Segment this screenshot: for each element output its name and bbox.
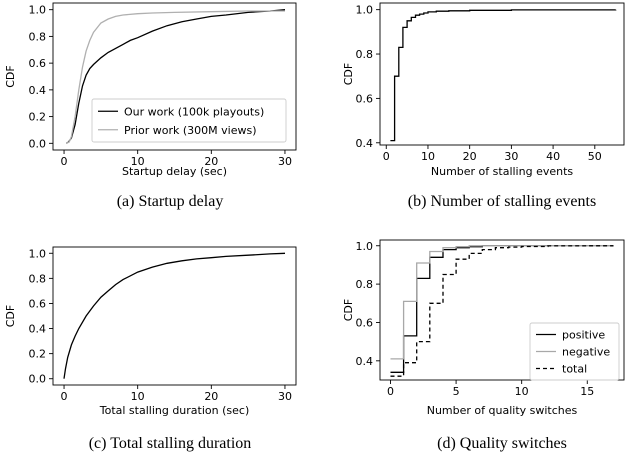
x-tick-label: 40: [546, 150, 560, 163]
legend-label: Prior work (300M views): [124, 124, 257, 137]
y-tick-label: 0.0: [29, 373, 47, 386]
x-tick-label: 15: [580, 385, 594, 398]
x-tick-label: 10: [131, 155, 145, 168]
y-tick-label: 0.6: [356, 316, 374, 329]
x-tick-label: 30: [278, 155, 292, 168]
x-tick-label: 50: [588, 150, 602, 163]
y-tick-label: 1.0: [29, 247, 47, 260]
y-tick-label: 1.0: [356, 240, 374, 253]
x-tick-label: 20: [463, 150, 477, 163]
x-tick-label: 0: [61, 390, 68, 403]
y-tick-label: 1.0: [356, 4, 374, 17]
y-tick-label: 0.4: [356, 355, 374, 368]
series-line-total: [390, 245, 614, 377]
y-tick-label: 0.8: [29, 272, 47, 285]
x-tick-label: 20: [204, 390, 218, 403]
chart-panel-3: 0 5 10 15 0.4 0.6 0.8 1.0 Number of quality swit…: [342, 239, 625, 452]
y-tick-label: 0.8: [29, 30, 47, 43]
x-axis-label: Number of stalling events: [431, 165, 574, 178]
legend-label: positive: [562, 329, 605, 342]
x-tick-label: 30: [278, 390, 292, 403]
y-tick-label: 0.6: [29, 57, 47, 70]
subfigure-caption: (b) Number of stalling events: [408, 193, 596, 210]
y-axis-label: CDF: [4, 65, 17, 87]
y-tick-label: 0.4: [29, 323, 47, 336]
legend-box: [529, 322, 620, 381]
y-tick-label: 0.2: [29, 111, 47, 124]
chart-panel-2: 0 10 20 30 0.0 0.2 0.4 0.6 0.8 1.0 Total stalling …: [4, 246, 297, 452]
subfigure-caption: (c) Total stalling duration: [89, 435, 252, 452]
y-tick-label: 0.2: [29, 348, 47, 361]
series-line-our: [65, 9, 286, 144]
y-axis-label: CDF: [342, 299, 355, 321]
x-tick-label: 30: [504, 150, 518, 163]
chart-panel-1: 0 10 20 30 40 50 0.4 0.6 0.8 1.0 Number of stallin…: [342, 2, 625, 210]
series-line-negative: [390, 245, 614, 360]
x-tick-label: 0: [61, 155, 68, 168]
y-tick-label: 0.4: [356, 137, 374, 150]
series-line-prior: [66, 10, 285, 144]
x-tick-label: 20: [204, 155, 218, 168]
x-tick-label: 10: [131, 390, 145, 403]
legend-label: total: [562, 363, 587, 376]
y-tick-label: 0.8: [356, 48, 374, 61]
x-tick-label: 0: [387, 385, 394, 398]
legend-label: Our work (100k playouts): [124, 105, 264, 118]
series-line-0: [63, 252, 286, 379]
y-tick-label: 1.0: [29, 4, 47, 17]
axes-frame: [379, 2, 625, 146]
series-line-0: [390, 9, 617, 142]
y-tick-label: 0.6: [356, 92, 374, 105]
x-tick-label: 5: [453, 385, 460, 398]
axes-frame: [379, 239, 625, 381]
y-axis-label: CDF: [4, 305, 17, 327]
x-tick-label: 0: [383, 150, 390, 163]
subfigure-caption: (d) Quality switches: [437, 435, 567, 452]
y-tick-label: 0.0: [29, 137, 47, 150]
legend-box: [91, 98, 287, 143]
legend: positive negative total: [529, 322, 620, 381]
x-tick-label: 10: [421, 150, 435, 163]
axes-frame: [52, 2, 297, 151]
x-axis-label: Number of quality switches: [427, 404, 578, 417]
legend: Our work (100k playouts) Prior work (300M…: [91, 98, 287, 143]
subfigure-caption: (a) Startup delay: [117, 193, 224, 210]
y-tick-label: 0.8: [356, 278, 374, 291]
x-tick-label: 10: [515, 385, 529, 398]
legend-label: negative: [562, 346, 610, 359]
y-tick-label: 0.6: [29, 297, 47, 310]
y-tick-label: 0.4: [29, 84, 47, 97]
axes-frame: [52, 246, 297, 386]
chart-panel-0: 0 10 20 30 0.0 0.2 0.4 0.6 0.8 1.0 Startup delay (…: [4, 2, 297, 210]
x-axis-label: Startup delay (sec): [122, 165, 227, 178]
y-axis-label: CDF: [342, 63, 355, 85]
x-axis-label: Total stalling duration (sec): [99, 404, 250, 417]
